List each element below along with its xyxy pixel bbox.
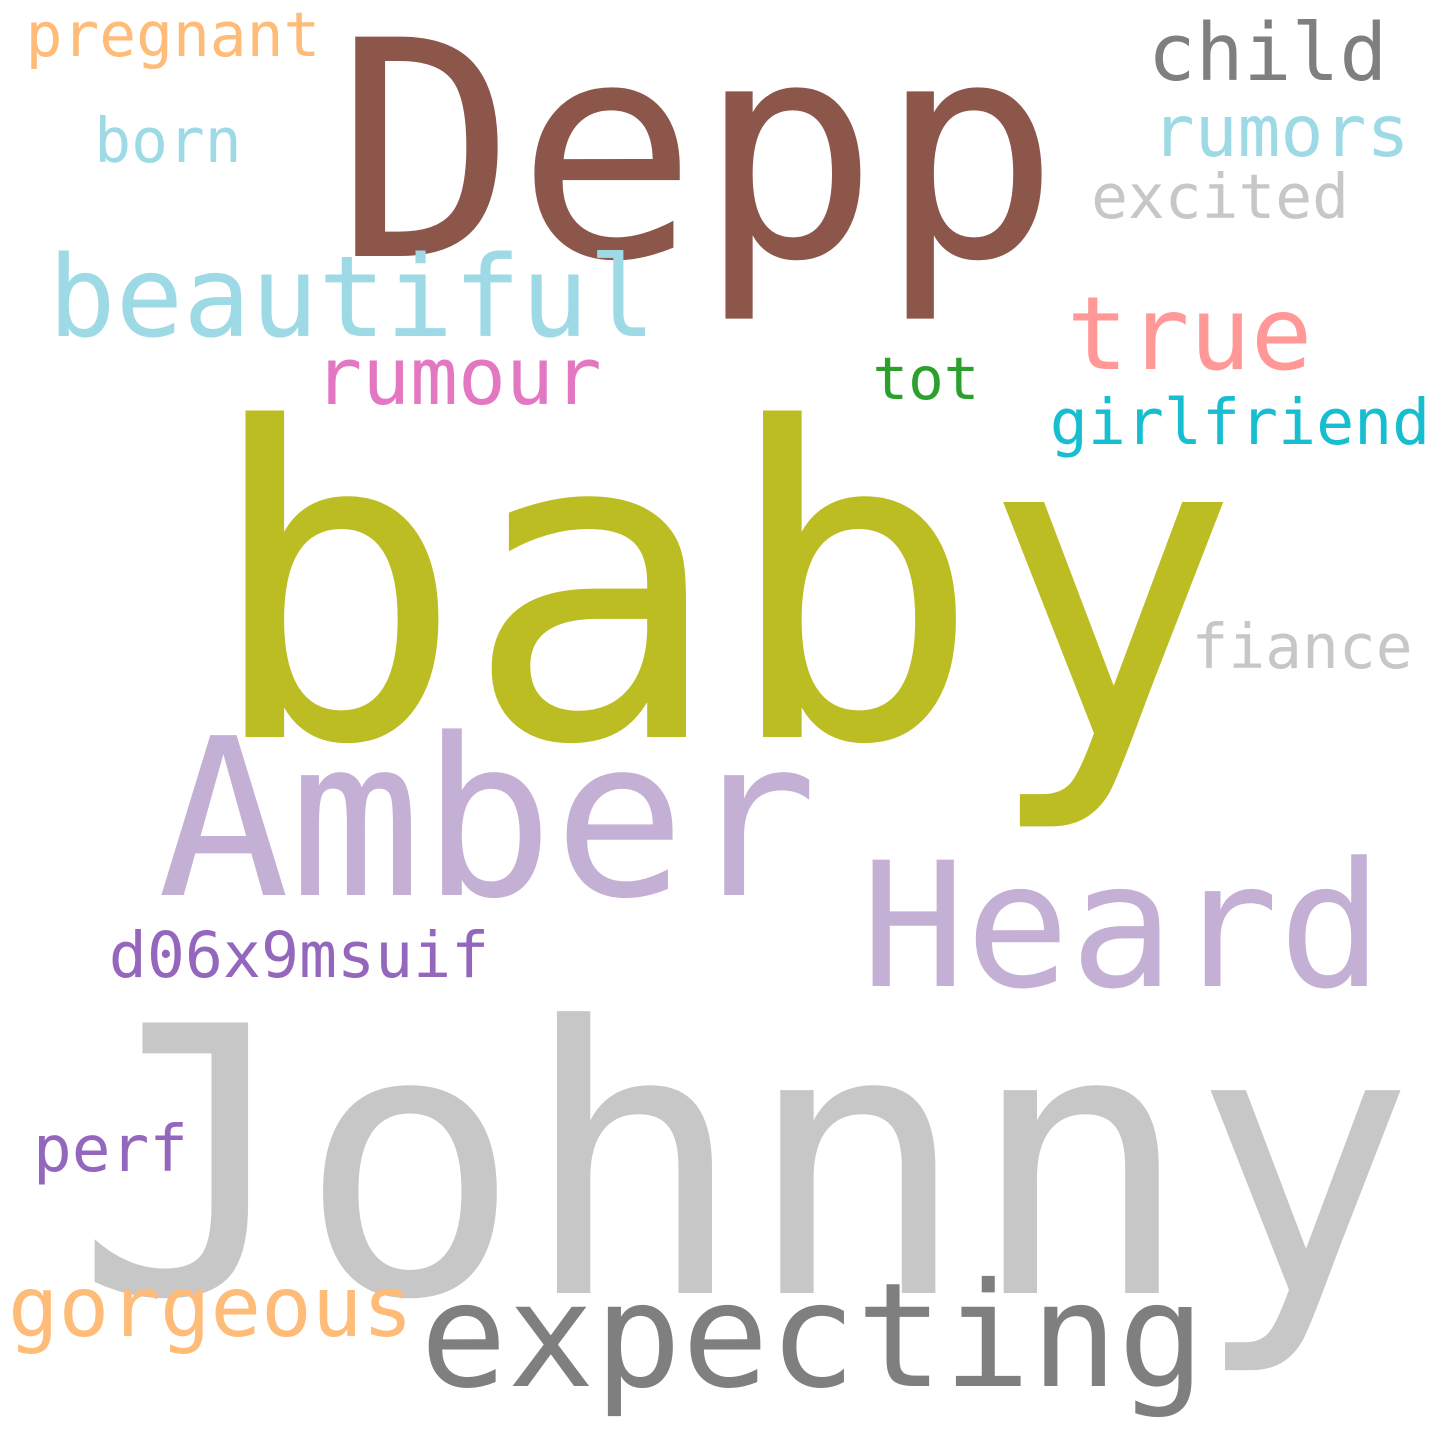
word-fiance: fiance [1192, 617, 1413, 678]
word-true: true [1067, 284, 1313, 386]
word-tot: tot [873, 349, 980, 408]
word-expecting: expecting [420, 1265, 1205, 1410]
word-excited: excited [1091, 167, 1349, 228]
word-rumors: rumors [1152, 96, 1410, 167]
word-born: born [94, 111, 241, 172]
word-d06x9msuif: d06x9msuif [109, 924, 489, 987]
word-child: child [1148, 13, 1388, 93]
word-heard: Heard [861, 840, 1383, 1013]
word-gorgeous: gorgeous [8, 1265, 413, 1349]
word-rumour: rumour [314, 337, 602, 417]
word-pregnant: pregnant [26, 5, 321, 66]
word-perf: perf [33, 1118, 188, 1182]
word-amber: Amber [157, 710, 817, 929]
word-girlfriend: girlfriend [1050, 391, 1430, 454]
